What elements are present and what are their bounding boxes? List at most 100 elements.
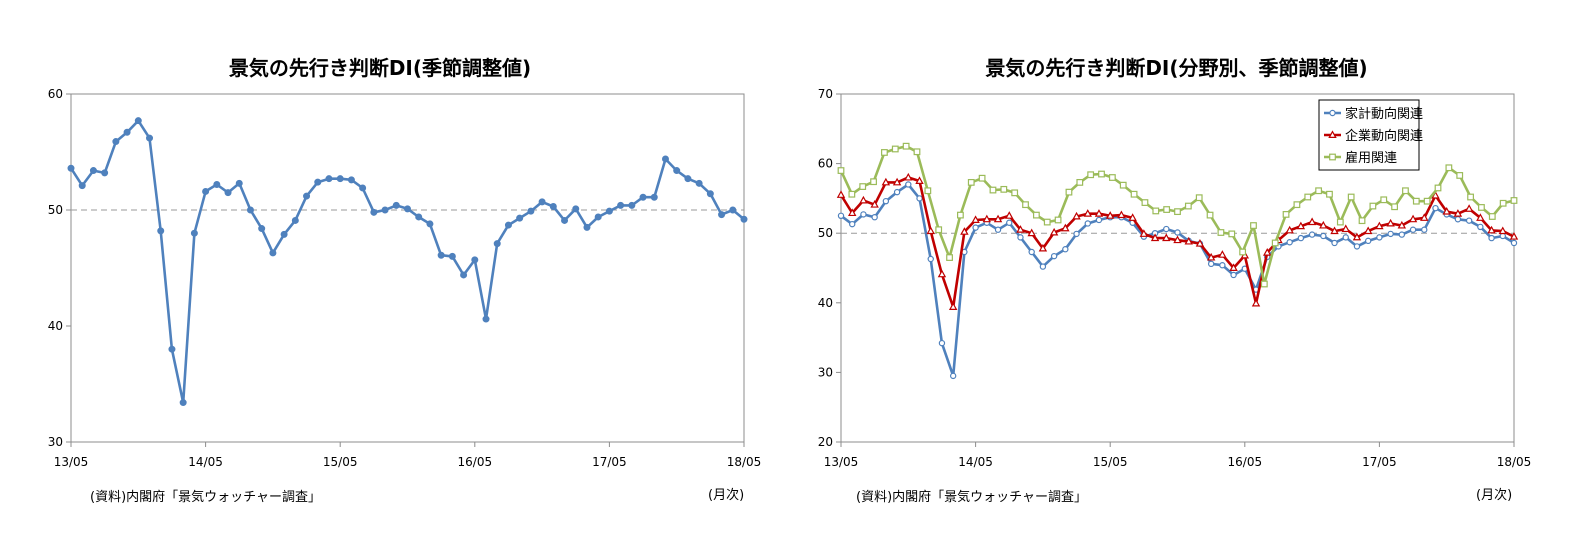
x-tick-label: 18/05	[727, 455, 762, 469]
data-point	[1032, 211, 1040, 219]
data-point	[1000, 185, 1008, 193]
data-point	[89, 167, 97, 175]
data-point	[1065, 188, 1073, 196]
data-point	[1117, 210, 1126, 219]
data-point	[359, 184, 367, 192]
source-note: (資料)内閣府「景気ウォッチャー調査」	[856, 490, 1088, 505]
data-point	[381, 206, 389, 214]
data-point	[1229, 263, 1238, 271]
data-point	[1293, 201, 1301, 209]
data-point	[1207, 260, 1215, 268]
data-point	[448, 252, 456, 260]
data-point	[336, 175, 344, 183]
data-point	[706, 190, 714, 198]
data-point	[946, 254, 953, 261]
data-point	[1062, 246, 1069, 253]
data-point	[605, 207, 613, 215]
y-tick-label: 70	[818, 87, 833, 101]
y-tick-label: 30	[818, 365, 833, 379]
data-point	[1219, 262, 1226, 269]
data-point	[1363, 226, 1373, 235]
data-point	[1331, 239, 1338, 247]
data-point	[1398, 231, 1406, 238]
overall-di-line-chart: 30 40 50 60 13/05 14/05 15/05 16/05 17/05 18/05	[48, 87, 762, 469]
x-tick-label: 14/05	[188, 455, 223, 469]
data-point	[837, 167, 845, 174]
data-point	[78, 182, 86, 190]
frequency-note: (月次)	[1476, 488, 1513, 503]
data-point	[938, 339, 946, 347]
data-point	[1509, 232, 1519, 240]
data-point	[1453, 209, 1463, 217]
data-point	[684, 175, 692, 183]
data-point	[989, 186, 997, 194]
data-point	[1195, 194, 1203, 202]
data-point	[516, 214, 524, 222]
data-point	[269, 249, 277, 257]
x-tick-label: 17/05	[592, 455, 627, 469]
data-point	[168, 345, 176, 353]
data-point	[1434, 184, 1442, 192]
data-point	[1487, 225, 1496, 234]
chart-title: 景気の先行き判断DI(季節調整値)	[228, 56, 532, 80]
data-point	[1353, 243, 1361, 250]
data-point	[848, 190, 856, 198]
data-point	[325, 175, 333, 183]
data-point	[1465, 217, 1473, 224]
data-point	[993, 214, 1003, 223]
data-point	[549, 203, 557, 211]
data-point	[1285, 225, 1294, 234]
data-point	[67, 164, 75, 172]
data-point	[1130, 190, 1138, 198]
data-point	[291, 216, 299, 224]
data-point	[1421, 226, 1428, 233]
data-point	[902, 142, 910, 150]
data-point	[915, 176, 924, 184]
data-point	[1027, 228, 1036, 237]
data-point	[967, 178, 975, 186]
data-point	[949, 372, 957, 380]
data-point	[836, 190, 846, 198]
data-point	[972, 224, 979, 231]
data-point	[1098, 170, 1105, 178]
data-point	[1005, 211, 1014, 219]
data-point	[1152, 207, 1160, 215]
data-point	[1162, 233, 1171, 242]
data-point	[1038, 243, 1048, 252]
data-point	[1006, 219, 1013, 226]
data-point	[1326, 190, 1333, 198]
legend-label: 家計動向関連	[1345, 106, 1423, 122]
data-point	[837, 212, 845, 219]
data-point	[123, 128, 131, 136]
legend-marker	[1329, 153, 1336, 161]
y-tick-label: 60	[818, 157, 833, 171]
data-point	[1206, 252, 1216, 261]
data-point	[893, 188, 901, 196]
data-point	[213, 180, 221, 188]
data-point	[870, 178, 877, 186]
data-point	[482, 315, 490, 323]
data-point	[1206, 211, 1214, 219]
data-point	[1173, 235, 1182, 244]
data-point	[1073, 230, 1080, 238]
data-point	[1061, 223, 1070, 232]
data-point	[1488, 234, 1495, 242]
data-point	[493, 240, 501, 248]
sector-di-line-chart: 20 30 40 50 60 70 13/05 14/05 15/05 16/05 17/05 18/…	[818, 87, 1532, 469]
legend-label: 雇用関連	[1345, 150, 1397, 166]
data-point	[1369, 202, 1377, 210]
data-point	[971, 215, 980, 223]
y-tick-label: 40	[818, 296, 833, 310]
data-point	[1397, 220, 1407, 229]
data-point	[1499, 232, 1506, 240]
data-point	[1432, 204, 1439, 212]
data-point	[1412, 197, 1420, 205]
data-point	[527, 207, 535, 215]
data-point	[1467, 193, 1474, 201]
data-point	[1341, 224, 1350, 233]
data-point	[1423, 197, 1431, 205]
data-point	[1195, 238, 1205, 247]
data-point	[1128, 213, 1137, 221]
data-point	[1308, 231, 1316, 238]
data-point	[650, 193, 658, 201]
